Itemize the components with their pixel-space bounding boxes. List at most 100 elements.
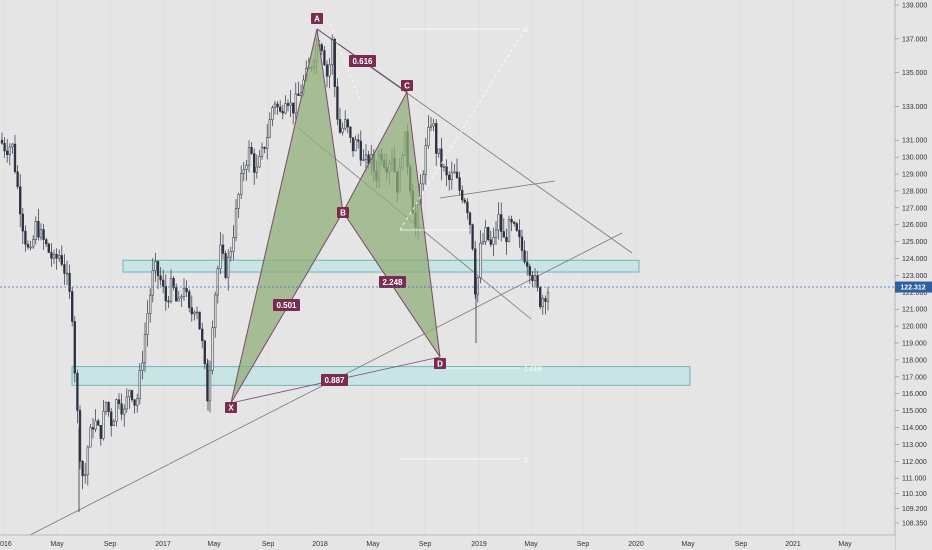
candle-body [39, 229, 43, 238]
price-tick-label: 120.000 [902, 324, 927, 331]
candle-body [115, 399, 118, 422]
candle-body [128, 390, 131, 398]
candle-body [120, 403, 123, 415]
candle-body [24, 230, 27, 245]
candle-body [136, 398, 139, 406]
horizontal-trendline[interactable] [439, 180, 556, 199]
candle-body [276, 103, 279, 108]
candle-body [502, 231, 505, 238]
price-tick-label: 113.000 [902, 442, 927, 449]
candle-body [177, 297, 180, 302]
time-tick-label: May [366, 541, 380, 548]
candle-body [188, 291, 191, 308]
candle-body [445, 166, 448, 176]
harmonic-pattern[interactable] [230, 23, 441, 404]
candle-body [201, 328, 204, 342]
candle-body [484, 227, 487, 242]
candle-body [172, 278, 175, 288]
candle-body [19, 186, 22, 215]
candle-body [481, 241, 485, 244]
projection-label-2: 2 [524, 457, 528, 464]
candle-body [520, 236, 524, 251]
candle-body [211, 327, 214, 371]
candle-body [84, 474, 87, 477]
candle-body [351, 137, 355, 152]
price-axis[interactable]: 108.350 109.200 110.100 111.000 112.000 113.0… [894, 0, 932, 550]
time-tick-label: 2018 [312, 541, 328, 548]
price-zone[interactable] [71, 366, 691, 386]
candle-body [531, 275, 534, 281]
candle-body [154, 261, 157, 271]
candle-body [331, 39, 334, 66]
candle-body [169, 278, 173, 302]
current-price-tag: 122.312 [895, 281, 932, 293]
price-tick-label: 121.000 [902, 307, 927, 314]
candle-body [190, 307, 193, 315]
candle-body [427, 126, 430, 146]
candle-body [29, 246, 32, 249]
candle-body [167, 300, 170, 303]
point-label-d[interactable]: D [434, 358, 446, 369]
candle-body [214, 294, 217, 328]
candle-body [515, 223, 518, 231]
candle-body [112, 420, 115, 427]
candle-body [76, 372, 79, 411]
candle-body [354, 139, 357, 152]
price-tick-label: 133.000 [902, 104, 927, 111]
candle-body [263, 146, 266, 149]
candle-body [91, 427, 95, 430]
time-tick-label: Sep [262, 541, 275, 548]
candle-body [453, 171, 456, 174]
svg-text:B: B [340, 209, 346, 218]
candle-body [429, 125, 433, 128]
candle-body [133, 399, 136, 406]
price-tick-label: 139.000 [902, 3, 927, 10]
candle-body [338, 119, 342, 133]
candle-body [227, 256, 230, 278]
candle-body [94, 420, 97, 430]
candle-body [26, 244, 30, 248]
candle-body [102, 410, 105, 439]
price-tick-label: 112.000 [902, 459, 927, 466]
ratio-label-xb[interactable]: 0.501 [273, 299, 300, 311]
candle-body [333, 39, 336, 87]
candle-body [164, 286, 167, 302]
candle-body [266, 137, 269, 149]
candle-body [513, 221, 516, 224]
point-label-c[interactable]: C [401, 80, 413, 91]
candle-body [55, 253, 58, 259]
time-tick-label: 2021 [785, 541, 801, 548]
candle-body [357, 139, 360, 142]
candle-body [32, 239, 35, 248]
candle-body [99, 425, 102, 439]
candle-body [159, 275, 162, 281]
candle-body [216, 268, 219, 296]
candle-body [448, 174, 451, 180]
point-label-b[interactable]: B [337, 207, 349, 218]
candle-body [47, 243, 50, 253]
ratio-label-ac[interactable]: 0.616 [349, 55, 376, 67]
candle-body [507, 219, 511, 242]
candle-body [528, 266, 531, 276]
ratio-label-bd[interactable]: 2.248 [379, 276, 406, 288]
candle-body [117, 399, 121, 404]
candle-body [539, 287, 542, 308]
candle-body [526, 261, 529, 267]
point-label-x[interactable]: X [225, 402, 237, 413]
candle-body [442, 166, 446, 169]
point-label-a[interactable]: A [311, 13, 323, 24]
candle-body [424, 145, 427, 175]
candle-body [97, 420, 100, 426]
candle-body [21, 213, 24, 232]
candle-body [336, 86, 339, 120]
candle-body [286, 103, 290, 106]
price-tick-label: 109.200 [902, 506, 927, 513]
ratio-label-xd[interactable]: 0.887 [321, 374, 348, 386]
candle-body [468, 212, 472, 225]
time-axis-background [0, 535, 895, 550]
candle-body [487, 227, 490, 240]
candle-body [297, 93, 300, 96]
